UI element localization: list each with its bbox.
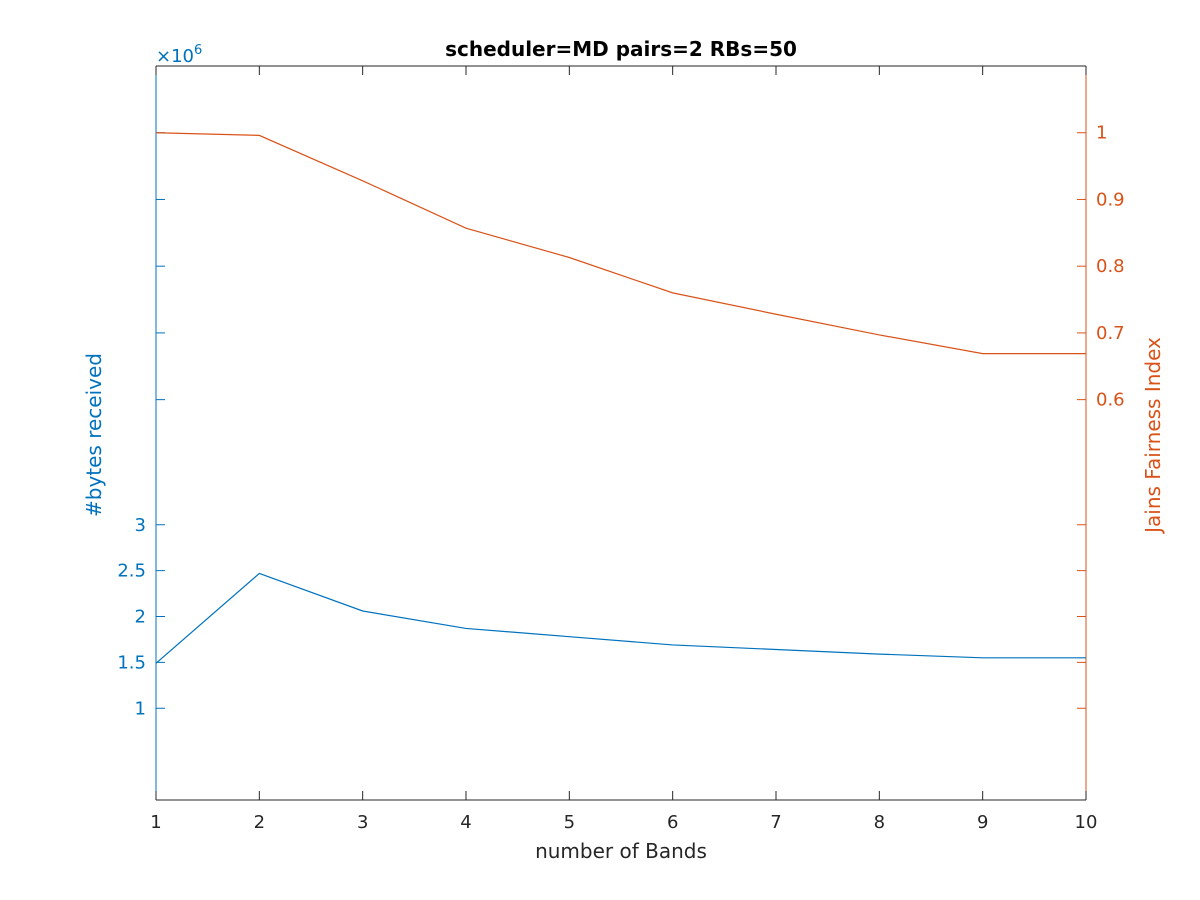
x-tick-label: 10 <box>1075 812 1098 833</box>
y-right-tick-label: 0.9 <box>1096 189 1125 210</box>
y-left-axis-label: #bytes received <box>82 353 106 517</box>
x-tick-label: 6 <box>667 812 678 833</box>
x-tick-label: 2 <box>254 812 265 833</box>
y-left-tick-label: 1.5 <box>117 652 146 673</box>
y-right-tick-label: 0.8 <box>1096 256 1125 277</box>
x-tick-label: 7 <box>770 812 781 833</box>
y-right-tick-label: 0.6 <box>1096 390 1125 411</box>
x-tick-label: 5 <box>564 812 575 833</box>
y-left-tick-label: 2.5 <box>117 561 146 582</box>
y-right-axis-label: Jains Fairness Index <box>1141 337 1165 535</box>
fairness-index-series-line <box>155 132 1086 355</box>
bytes-received-series-line <box>155 572 1086 664</box>
x-axis-label: number of Bands <box>535 839 707 863</box>
y-right-tick-label: 1 <box>1096 123 1107 144</box>
x-tick-label: 3 <box>357 812 368 833</box>
y-left-tick-label: 2 <box>135 607 146 628</box>
axis-layer: 1 2 3 4 5 6 7 8 9 10 1 1.5 2 2.5 3 0.6 0.7 0.8 0.9 1 <box>117 65 1125 833</box>
chart-title: scheduler=MD pairs=2 RBs=50 <box>445 37 797 61</box>
y-right-tick-label: 0.7 <box>1096 323 1125 344</box>
x-tick-label: 1 <box>150 812 161 833</box>
y-left-tick-label: 3 <box>135 515 146 536</box>
exponent-base: ×10 <box>156 46 194 67</box>
x-tick-label: 8 <box>874 812 885 833</box>
x-tick-label: 9 <box>977 812 988 833</box>
x-tick-label: 4 <box>460 812 471 833</box>
exponent-power: 6 <box>194 43 202 58</box>
series-layer <box>155 132 1086 664</box>
y-left-tick-label: 1 <box>135 698 146 719</box>
label-layer: number of Bands #bytes received Jains Fa… <box>82 43 1165 863</box>
y-left-exponent-label: ×106 <box>156 43 202 67</box>
